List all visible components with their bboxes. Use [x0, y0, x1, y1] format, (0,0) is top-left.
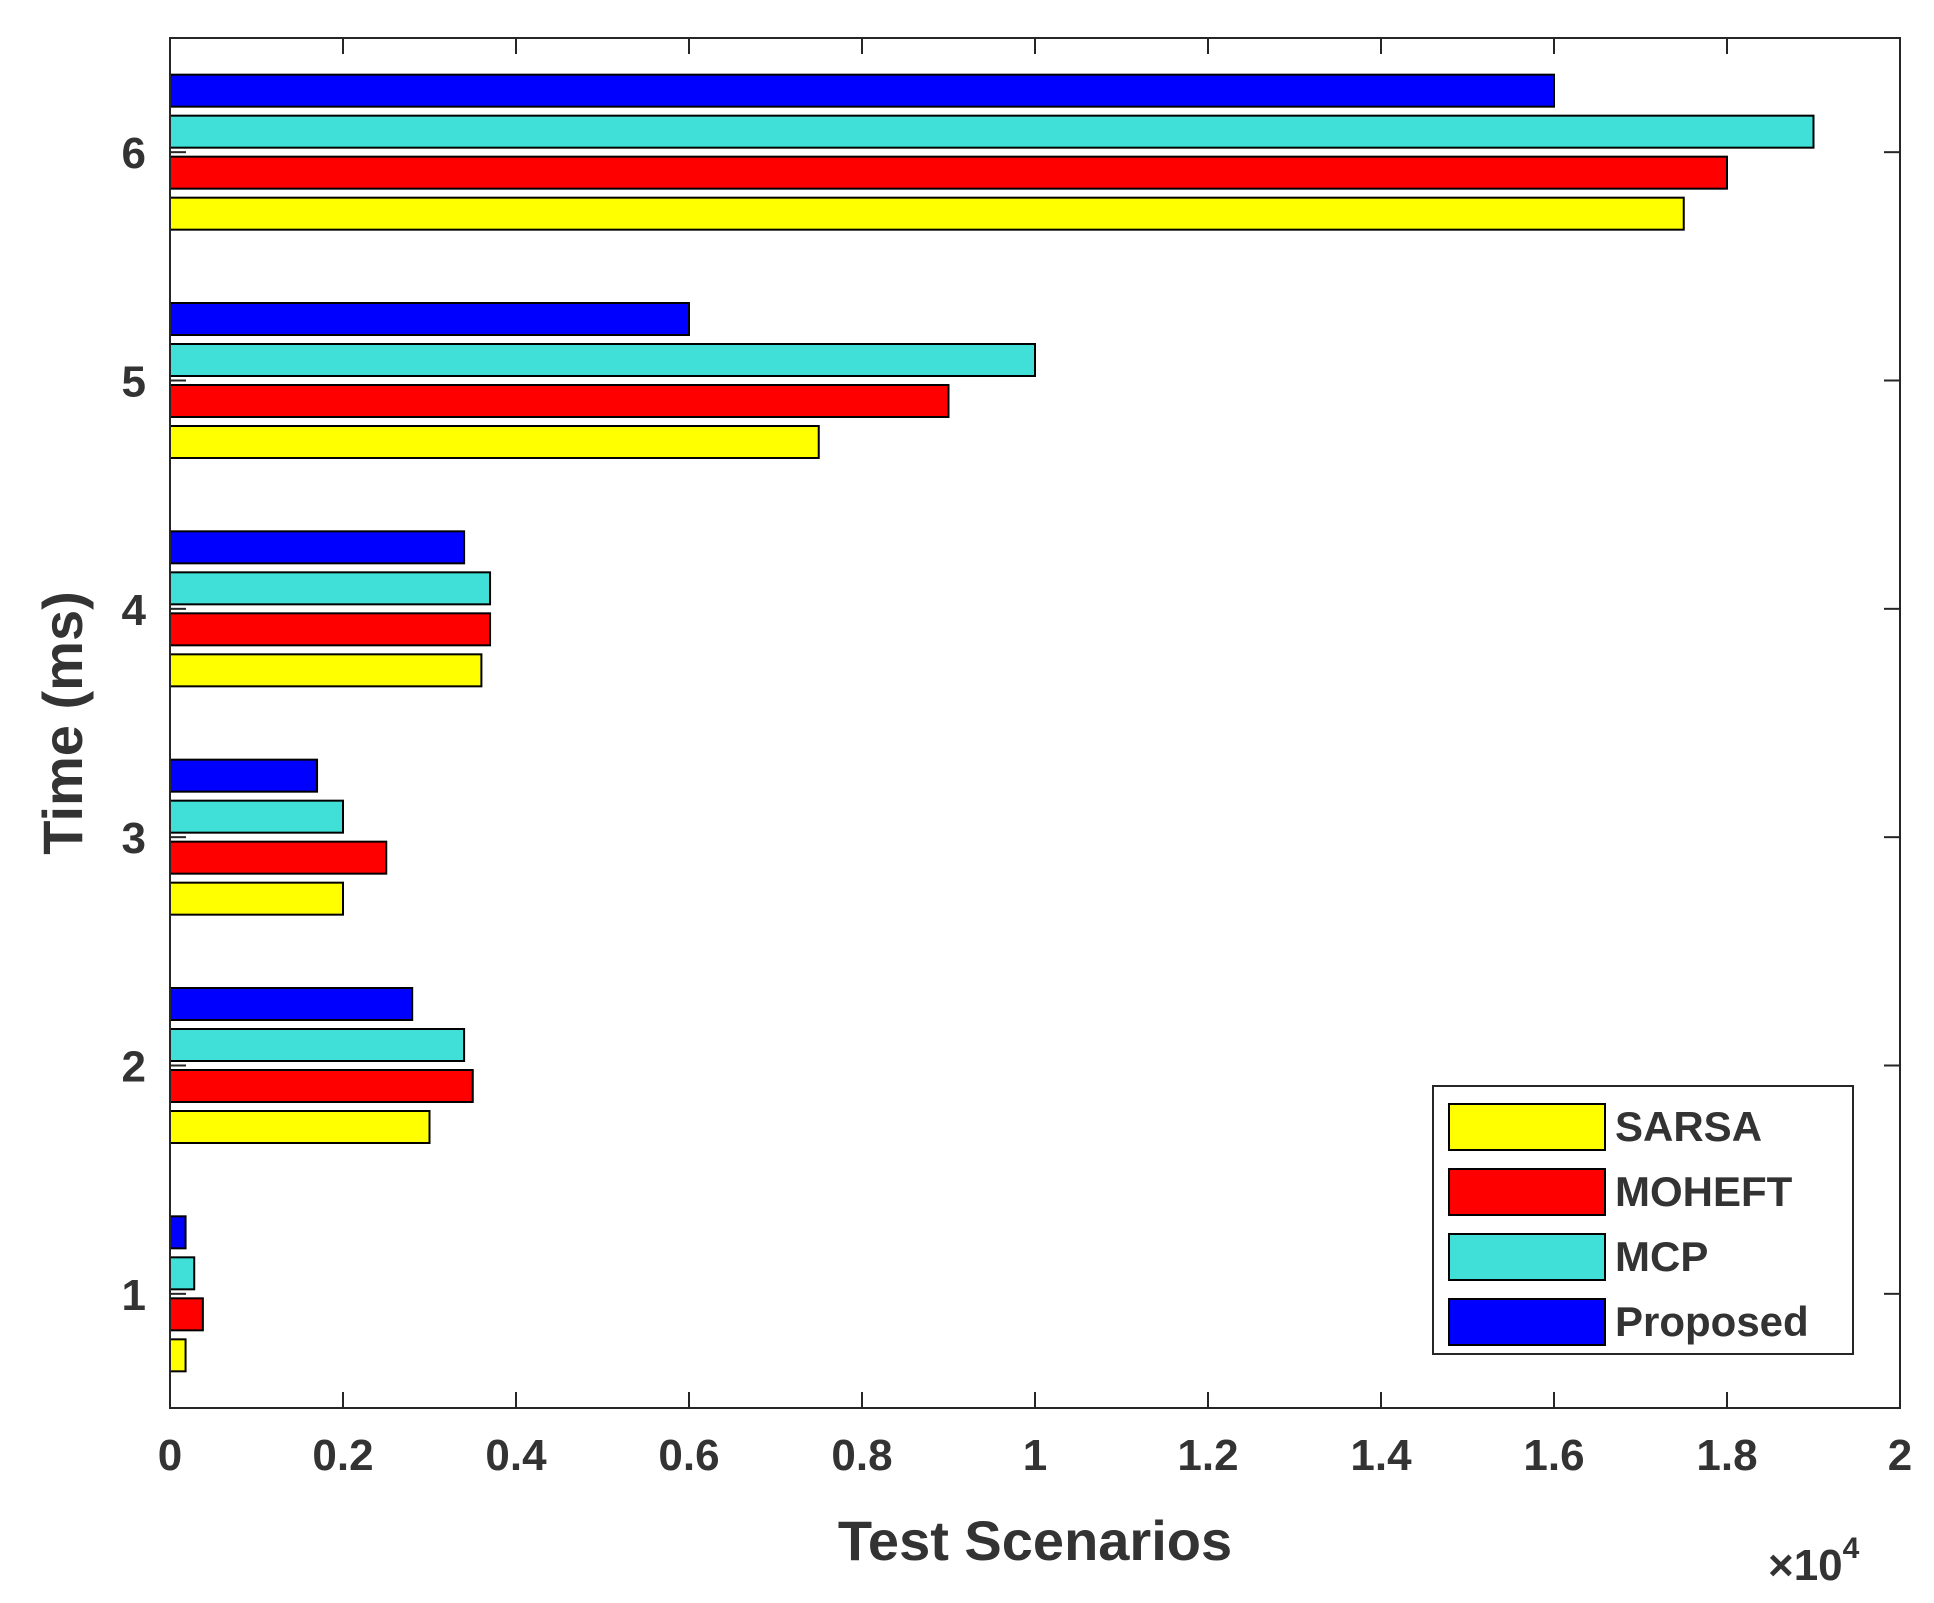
x-tick-label: 1.6	[1523, 1431, 1584, 1480]
y-tick-label: 4	[122, 586, 147, 635]
y-tick-label: 5	[122, 358, 146, 407]
legend-swatch-moheft	[1448, 1168, 1606, 1216]
legend-label-moheft: MOHEFT	[1615, 1168, 1793, 1215]
bar-proposed-1	[169, 1215, 187, 1250]
bar-mcp-4	[169, 571, 492, 606]
bar-sarsa-2	[169, 1110, 431, 1144]
legend-swatch-proposed	[1448, 1298, 1606, 1346]
y-axis-label: Time (ms)	[31, 591, 94, 854]
bar-mcp-2	[169, 1028, 466, 1062]
legend-label-proposed: Proposed	[1615, 1298, 1809, 1345]
x-tick-label: 0	[158, 1431, 182, 1480]
bar-moheft-2	[169, 1069, 474, 1103]
bar-mcp-6	[169, 114, 1815, 149]
x-tick-label: 1.2	[1177, 1431, 1238, 1480]
bar-moheft-5	[169, 384, 950, 418]
bar-proposed-3	[169, 758, 319, 793]
y-tick-label: 6	[122, 129, 146, 178]
x-tick-label: 0.4	[485, 1431, 547, 1480]
x-tick-label: 0.2	[312, 1431, 373, 1480]
legend: SARSA MOHEFT MCP Proposed	[1432, 1085, 1854, 1355]
x-tick-label: 1	[1023, 1431, 1047, 1480]
x-tick-label: 2	[1888, 1431, 1912, 1480]
bar-moheft-3	[169, 840, 388, 875]
bar-sarsa-4	[169, 653, 483, 688]
y-tick-label: 3	[122, 814, 146, 863]
bar-moheft-6	[169, 155, 1728, 190]
bar-proposed-2	[169, 987, 414, 1021]
ticks-layer: 0 0.2 0.4 0.6 0.8 1 1.2 1.4 1.6 1.8 2 1 2 3 4 5 6	[122, 38, 1912, 1480]
legend-label-mcp: MCP	[1615, 1233, 1708, 1280]
y-tick-label: 1	[122, 1271, 146, 1320]
x-axis-label: Test Scenarios	[838, 1509, 1232, 1572]
x-tick-label: 0.8	[831, 1431, 892, 1480]
bar-proposed-6	[169, 73, 1555, 108]
bar-proposed-5	[169, 302, 690, 336]
y-tick-label: 2	[122, 1043, 146, 1092]
bar-proposed-4	[169, 530, 466, 565]
bar-sarsa-5	[169, 425, 820, 459]
x-tick-label: 1.4	[1350, 1431, 1412, 1480]
x-tick-label: 0.6	[658, 1431, 719, 1480]
bar-mcp-3	[169, 799, 344, 834]
bar-sarsa-6	[169, 196, 1685, 231]
bar-sarsa-3	[169, 881, 344, 916]
legend-swatch-mcp	[1448, 1233, 1606, 1281]
x-multiplier-exponent: 4	[1843, 1532, 1860, 1565]
legend-swatch-sarsa	[1448, 1103, 1606, 1151]
legend-label-sarsa: SARSA	[1615, 1103, 1762, 1150]
bar-sarsa-1	[169, 1338, 187, 1373]
bar-moheft-1	[169, 1297, 204, 1332]
bar-moheft-4	[169, 612, 492, 647]
bar-mcp-5	[169, 343, 1036, 377]
bar-mcp-1	[169, 1256, 196, 1291]
x-multiplier: ×104	[1768, 1532, 1860, 1590]
x-multiplier-base: ×10	[1768, 1541, 1843, 1590]
x-tick-label: 1.8	[1696, 1431, 1757, 1480]
